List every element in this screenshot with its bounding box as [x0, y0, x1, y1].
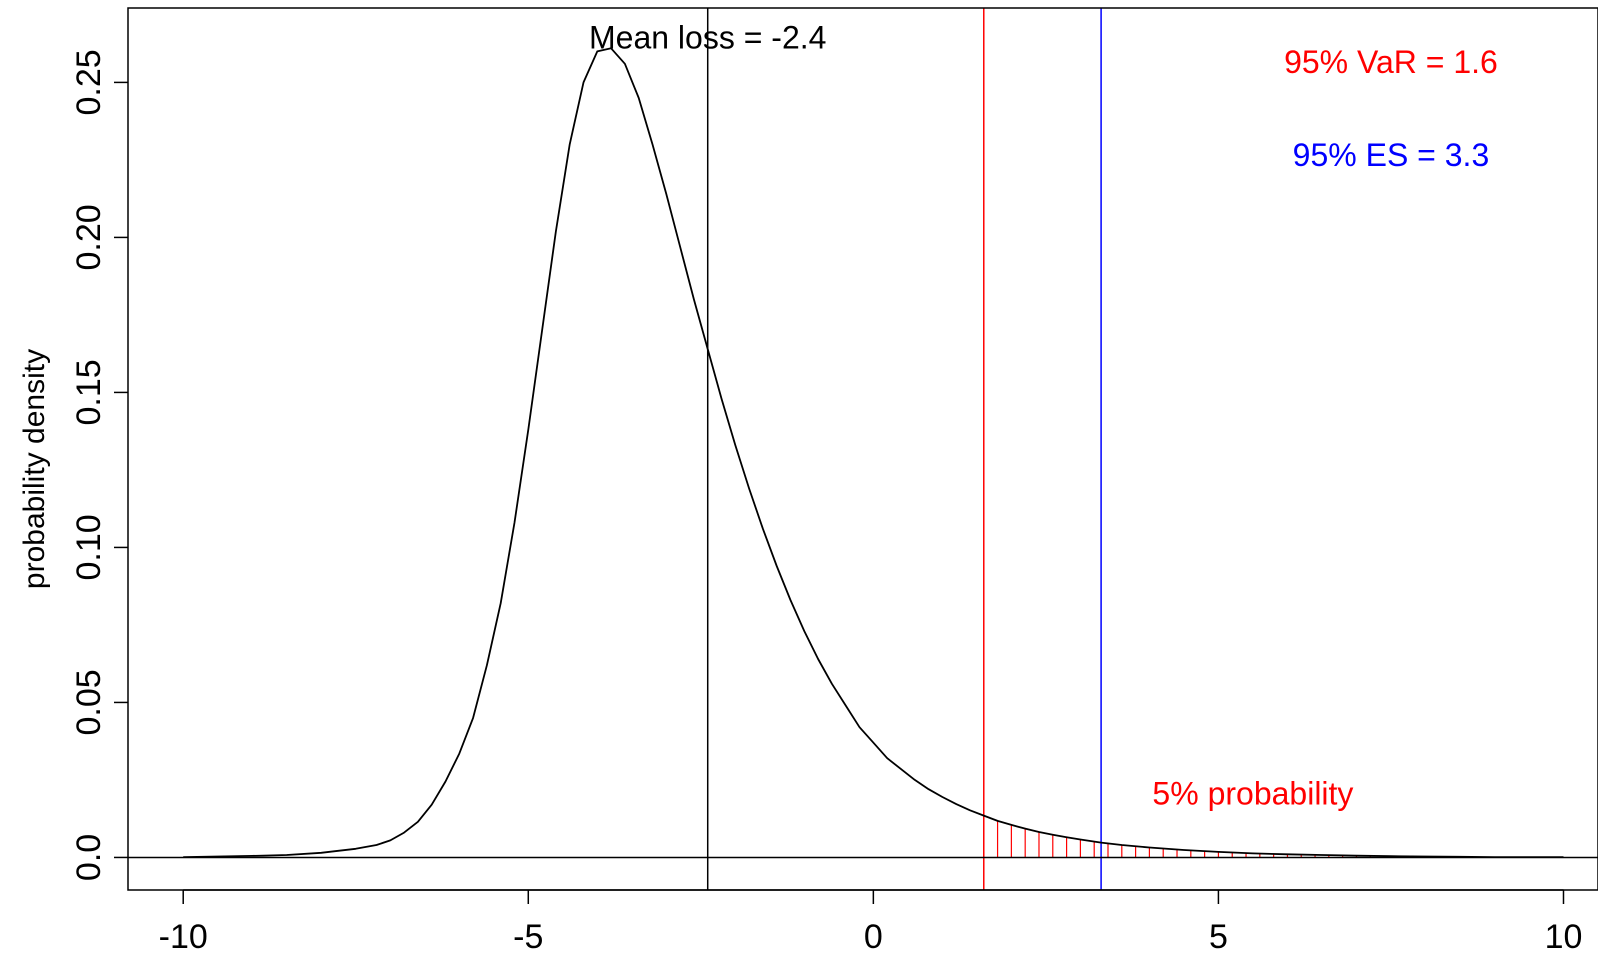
- tail-shading: [983, 815, 1565, 858]
- annotation-label: Mean loss = -2.4: [589, 19, 826, 55]
- annotations: Mean loss = -2.4 95% VaR = 1.6 95% ES = 3.…: [589, 19, 1498, 811]
- y-tick-label: 0.05: [70, 669, 108, 735]
- axes: -10 -5 0 5 10 0.0 0.05 0.10 0.15 0.20 0.25 probabil…: [18, 7, 1598, 956]
- y-axis: 0.0 0.05 0.10 0.15 0.20 0.25: [70, 49, 128, 881]
- annotation-label: 95% ES = 3.3: [1293, 137, 1490, 173]
- density-series: [183, 47, 1564, 858]
- x-tick-label: 0: [864, 918, 883, 956]
- annotation-label: 95% VaR = 1.6: [1284, 44, 1498, 80]
- density-curve: [183, 47, 1564, 858]
- y-tick-label: 0.0: [70, 834, 108, 881]
- x-tick-label: 5: [1209, 918, 1228, 956]
- y-tick-label: 0.20: [70, 204, 108, 270]
- x-tick-label: -10: [159, 918, 208, 956]
- x-tick-label: -5: [513, 918, 543, 956]
- y-tick-label: 0.10: [70, 514, 108, 580]
- x-tick-label: 10: [1545, 918, 1583, 956]
- y-tick-label: 0.15: [70, 359, 108, 425]
- y-axis-title: probability density: [18, 349, 51, 589]
- y-tick-label: 0.25: [70, 49, 108, 115]
- annotation-label: 5% probability: [1152, 776, 1353, 812]
- reference-lines: [128, 8, 1598, 890]
- x-axis: -10 -5 0 5 10: [159, 889, 1583, 956]
